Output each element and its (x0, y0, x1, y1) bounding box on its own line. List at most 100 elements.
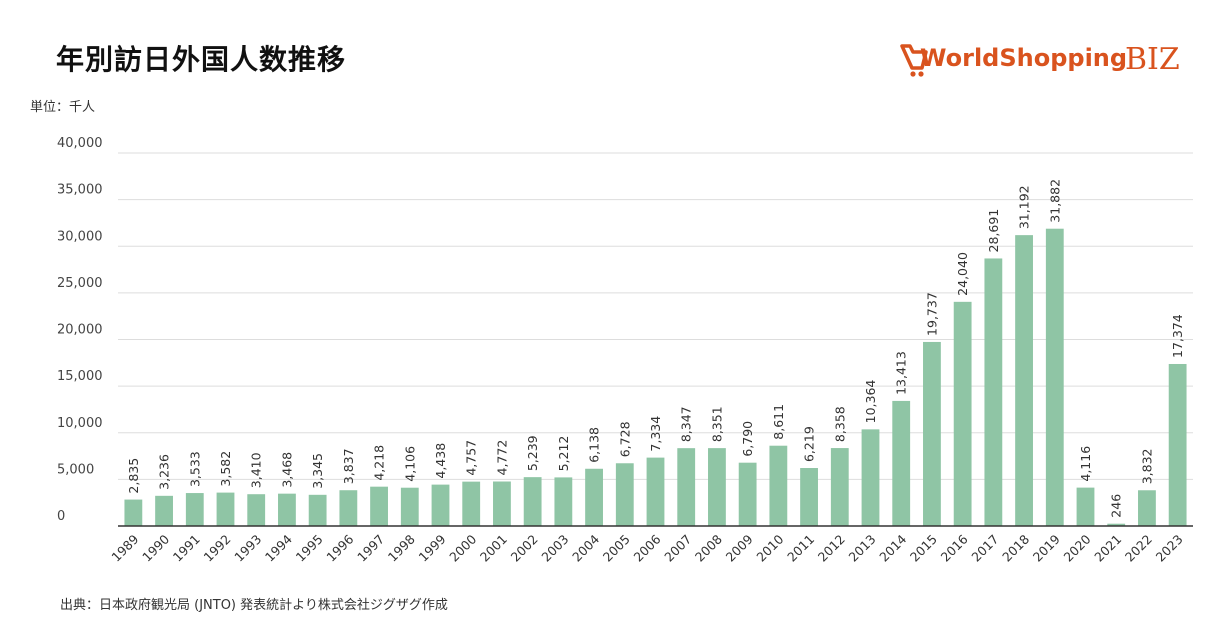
data-label: 6,138 (587, 427, 602, 463)
x-tick-label: 2007 (661, 532, 694, 565)
x-tick-label: 2023 (1153, 532, 1186, 565)
x-tick-label: 2015 (907, 532, 940, 565)
bar (769, 445, 788, 526)
x-tick-label: 1991 (170, 532, 203, 565)
data-label: 24,040 (955, 252, 970, 296)
bar (923, 341, 941, 526)
bar (830, 448, 849, 526)
bar (708, 448, 726, 526)
data-label: 4,106 (402, 446, 417, 482)
x-tick-label: 2008 (692, 531, 725, 564)
data-label: 31,192 (1017, 185, 1032, 229)
data-label: 6,728 (617, 421, 632, 457)
data-label: 3,832 (1139, 448, 1154, 484)
x-tick-label: 1997 (354, 532, 387, 565)
y-tick-label: 5,000 (57, 462, 94, 477)
bar (984, 258, 1003, 526)
bar (1168, 363, 1187, 526)
bar (615, 463, 634, 526)
data-label: 4,438 (433, 443, 448, 479)
x-tick-label: 2011 (784, 532, 817, 565)
x-tick-label: 1992 (201, 532, 234, 565)
data-label: 17,374 (1170, 314, 1185, 358)
x-tick-label: 2002 (508, 532, 541, 565)
data-label: 6,790 (740, 421, 755, 457)
data-label: 3,837 (341, 448, 356, 484)
bar (585, 468, 603, 526)
bar (800, 468, 818, 526)
x-tick-label: 1990 (139, 531, 172, 564)
bar (155, 495, 173, 526)
data-label: 3,582 (218, 451, 233, 487)
x-tick-label: 1998 (385, 531, 418, 564)
x-tick-label: 2017 (968, 532, 1001, 565)
bar (339, 490, 358, 526)
bar (493, 481, 511, 526)
bar (1076, 487, 1095, 526)
bar (216, 492, 235, 526)
x-tick-label: 2018 (999, 531, 1032, 564)
x-tick-label: 2001 (477, 532, 510, 565)
bar (738, 462, 757, 526)
x-tick-label: 1989 (108, 531, 141, 564)
bar (308, 494, 327, 526)
data-label: 4,757 (464, 440, 479, 476)
data-label: 8,347 (679, 406, 694, 442)
x-tick-label: 2004 (569, 531, 602, 564)
data-label: 4,218 (372, 445, 387, 481)
bar (124, 499, 143, 526)
bar (554, 477, 573, 526)
bar (400, 487, 419, 526)
y-tick-label: 15,000 (57, 369, 103, 384)
x-tick-label: 2016 (938, 531, 971, 564)
bar (431, 484, 450, 526)
data-label: 6,219 (802, 426, 817, 462)
x-tick-label: 2006 (631, 531, 664, 564)
bar (247, 494, 266, 526)
source-note: 出典：日本政府観光局 (JNTO) 発表統計より株式会社ジグザグ作成 (60, 598, 448, 613)
data-label: 13,413 (894, 351, 909, 395)
logo-biz: BIZ (1125, 42, 1180, 77)
data-label: 8,611 (771, 404, 786, 440)
data-label: 3,468 (279, 452, 294, 488)
data-label: 3,533 (187, 451, 202, 487)
data-label: 3,410 (249, 452, 264, 488)
bar (370, 486, 388, 526)
x-tick-label: 2020 (1061, 531, 1094, 564)
shopping-cart-icon (900, 44, 928, 77)
data-label: 246 (1109, 494, 1124, 518)
bar (1138, 490, 1156, 526)
x-tick-label: 1993 (231, 532, 264, 565)
bar (1015, 235, 1033, 527)
x-tick-label: 2000 (446, 531, 479, 564)
x-tick-label: 2003 (538, 532, 571, 565)
x-tick-label: 1995 (293, 532, 326, 565)
x-tick-label: 2014 (876, 531, 909, 564)
data-label: 2,835 (126, 458, 141, 494)
y-tick-label: 10,000 (57, 416, 103, 431)
bar (1107, 523, 1126, 526)
x-tick-label: 1994 (262, 531, 295, 564)
data-label: 19,737 (924, 292, 939, 336)
y-tick-label: 40,000 (57, 136, 103, 151)
bar (892, 400, 911, 526)
y-tick-label: 0 (57, 509, 65, 524)
x-tick-label: 2013 (846, 532, 879, 565)
unit-label: 単位：千人 (30, 100, 96, 115)
bar (646, 457, 665, 526)
data-label: 31,882 (1047, 179, 1062, 223)
bar (1045, 228, 1064, 526)
data-label: 10,364 (863, 380, 878, 424)
bar (677, 448, 696, 526)
x-tick-label: 2021 (1091, 532, 1124, 565)
data-label: 5,212 (556, 436, 571, 472)
bar (861, 429, 880, 526)
data-label: 8,358 (832, 406, 847, 442)
x-tick-label: 2009 (723, 531, 756, 564)
bar (278, 493, 296, 526)
data-label: 7,334 (648, 416, 663, 452)
y-tick-label: 35,000 (57, 183, 103, 198)
logo: WorldShopping BIZ (900, 38, 1200, 88)
bar (953, 301, 972, 526)
